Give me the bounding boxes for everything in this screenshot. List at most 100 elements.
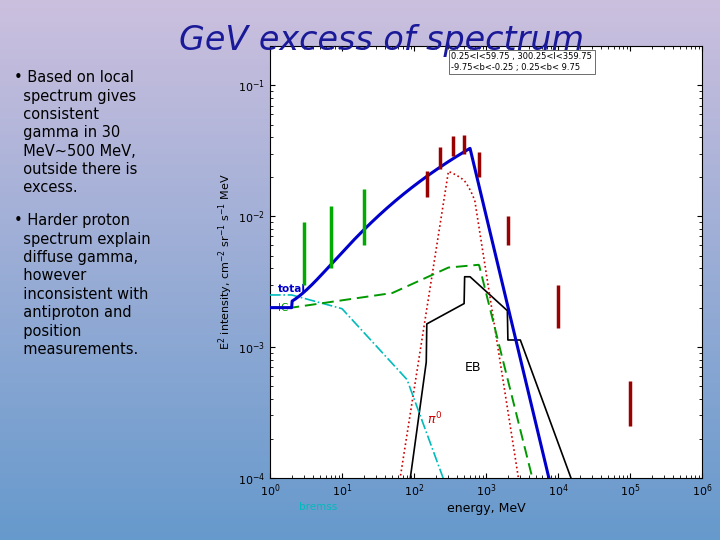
Bar	[0, 446, 720, 448]
Bar	[0, 418, 720, 421]
Bar	[0, 432, 720, 435]
Bar	[0, 246, 720, 248]
Bar	[0, 243, 720, 246]
Text: spectrum explain: spectrum explain	[14, 232, 151, 247]
Bar	[0, 356, 720, 359]
Text: GeV excess of spectrum: GeV excess of spectrum	[179, 24, 584, 57]
Bar	[0, 0, 720, 3]
Bar	[0, 27, 720, 30]
Bar	[0, 202, 720, 205]
Text: position: position	[14, 323, 82, 339]
Bar	[0, 248, 720, 251]
Bar	[0, 162, 720, 165]
Bar	[0, 386, 720, 389]
Bar	[0, 502, 720, 505]
Text: IC: IC	[278, 302, 289, 313]
Text: measurements.: measurements.	[14, 342, 139, 357]
Bar	[0, 524, 720, 526]
Bar	[0, 265, 720, 267]
Bar	[0, 451, 720, 454]
Bar	[0, 505, 720, 508]
Bar	[0, 537, 720, 540]
Bar	[0, 167, 720, 170]
Bar	[0, 119, 720, 122]
Bar	[0, 448, 720, 451]
Bar	[0, 373, 720, 375]
Bar	[0, 516, 720, 518]
Bar	[0, 208, 720, 211]
Bar	[0, 159, 720, 162]
Bar	[0, 116, 720, 119]
Text: $\pi^0$: $\pi^0$	[427, 411, 442, 428]
Bar	[0, 297, 720, 300]
Bar	[0, 205, 720, 208]
Bar	[0, 459, 720, 462]
Bar	[0, 302, 720, 305]
Bar	[0, 30, 720, 32]
Bar	[0, 478, 720, 481]
Text: • Harder proton: • Harder proton	[14, 213, 130, 228]
Bar	[0, 35, 720, 38]
Bar	[0, 335, 720, 338]
Bar	[0, 186, 720, 189]
Bar	[0, 456, 720, 459]
Bar	[0, 351, 720, 354]
Bar	[0, 211, 720, 213]
Bar	[0, 54, 720, 57]
Bar	[0, 65, 720, 68]
Bar	[0, 521, 720, 524]
Bar	[0, 462, 720, 464]
Bar	[0, 494, 720, 497]
Y-axis label: E$^2$ intensity, cm$^{-2}$ sr$^{-1}$ s$^{-1}$ MeV: E$^2$ intensity, cm$^{-2}$ sr$^{-1}$ s$^…	[217, 174, 235, 350]
Bar	[0, 70, 720, 73]
Bar	[0, 378, 720, 381]
Bar	[0, 294, 720, 297]
Bar	[0, 227, 720, 229]
Bar	[0, 189, 720, 192]
Bar	[0, 73, 720, 76]
Bar	[0, 424, 720, 427]
Bar	[0, 38, 720, 40]
X-axis label: energy, MeV: energy, MeV	[446, 502, 526, 515]
Bar	[0, 491, 720, 494]
Bar	[0, 148, 720, 151]
Bar	[0, 305, 720, 308]
Bar	[0, 413, 720, 416]
Bar	[0, 130, 720, 132]
Bar	[0, 470, 720, 472]
Bar	[0, 16, 720, 19]
Bar	[0, 408, 720, 410]
Bar	[0, 224, 720, 227]
Bar	[0, 367, 720, 370]
Bar	[0, 151, 720, 154]
Bar	[0, 240, 720, 243]
Bar	[0, 256, 720, 259]
Bar	[0, 278, 720, 281]
Bar	[0, 394, 720, 397]
Bar	[0, 313, 720, 316]
Bar	[0, 103, 720, 105]
Bar	[0, 46, 720, 49]
Bar	[0, 486, 720, 489]
Bar	[0, 410, 720, 413]
Bar	[0, 84, 720, 86]
Text: EB: EB	[464, 361, 481, 374]
Text: • Based on local: • Based on local	[14, 70, 134, 85]
Bar	[0, 500, 720, 502]
Bar	[0, 92, 720, 94]
Bar	[0, 464, 720, 467]
Bar	[0, 105, 720, 108]
Bar	[0, 364, 720, 367]
Bar	[0, 526, 720, 529]
Bar	[0, 375, 720, 378]
Bar	[0, 321, 720, 324]
Bar	[0, 327, 720, 329]
Bar	[0, 437, 720, 440]
Bar	[0, 405, 720, 408]
Bar	[0, 143, 720, 146]
Bar	[0, 329, 720, 332]
Bar	[0, 435, 720, 437]
Bar	[0, 510, 720, 513]
Bar	[0, 170, 720, 173]
Bar	[0, 513, 720, 516]
